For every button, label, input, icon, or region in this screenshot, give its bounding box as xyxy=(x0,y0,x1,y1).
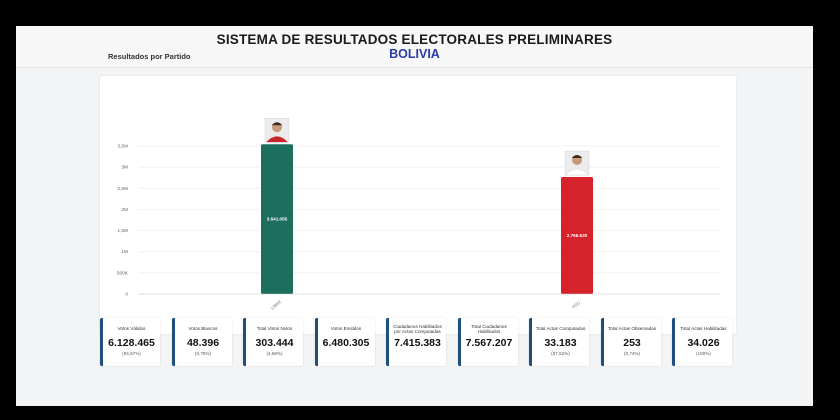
stat-card: Ciudadanos Habilitados por Actas Computa… xyxy=(386,318,446,366)
stat-percentage: (4,68%) xyxy=(266,351,283,356)
y-tick-label: 1M xyxy=(121,249,128,255)
stat-percentage: (100%) xyxy=(696,351,711,356)
stat-label: Total Ciudadanos Habilitados xyxy=(471,323,507,334)
stat-value: 6.480.305 xyxy=(322,337,370,349)
stat-percentage: (97,52%) xyxy=(551,351,570,356)
y-tick-label: 3M xyxy=(121,165,128,171)
stat-card: Votos Válidos 6.128.465 (94,57%) xyxy=(100,318,160,366)
x-tick-label: LIBRE xyxy=(270,299,283,311)
y-tick-label: 1,5M xyxy=(117,228,128,234)
stat-value: 34.026 xyxy=(687,337,720,349)
stat-value: 7.567.207 xyxy=(465,337,513,349)
stat-percentage: (0,74%) xyxy=(623,351,641,356)
stat-label: Votos Emitidos xyxy=(330,326,362,332)
header: SISTEMA DE RESULTADOS ELECTORALES PRELIM… xyxy=(16,26,813,68)
stat-card: Total Ciudadanos Habilitados 7.567.207 xyxy=(457,318,518,366)
page-title: SISTEMA DE RESULTADOS ELECTORALES PRELIM… xyxy=(216,32,613,47)
stat-card: Total Actas Computadas 33.183 (97,52%) xyxy=(529,318,589,366)
stat-card: Total Actas Observadas 253 (0,74%) xyxy=(600,318,661,366)
stat-label: Total Actas Computadas xyxy=(535,326,586,332)
y-tick-label: 3,5M xyxy=(117,144,128,150)
stat-value: 7.415.383 xyxy=(394,337,441,349)
y-tick-label: 2M xyxy=(121,207,128,213)
x-tick-label: PDC xyxy=(571,300,581,310)
party-results-chart: 0 500K 1M 1,5M 2M 2,5M 3M 3,5M 3.541.055 LIBRE 2.7… xyxy=(117,118,720,311)
stat-label: Total Actas Observadas xyxy=(607,326,657,332)
stat-value: 253 xyxy=(623,337,641,349)
country-title: BOLIVIA xyxy=(389,47,440,61)
bar-value-label: 3.541.055 xyxy=(267,217,288,222)
section-title: Resultados por Partido xyxy=(108,52,191,61)
y-tick-label: 2,5M xyxy=(117,186,128,192)
candidate-hair-icon xyxy=(571,155,583,159)
stat-label: Total Actas Habilitadas xyxy=(680,326,727,332)
stat-value: 48.396 xyxy=(186,337,220,349)
stat-card: Votos Blancos 48.396 (0,75%) xyxy=(171,318,232,366)
stat-card: Total Actas Habilitadas 34.026 (100%) xyxy=(672,318,732,366)
results-screen: SISTEMA DE RESULTADOS ELECTORALES PRELIM… xyxy=(16,26,813,406)
stat-label: Ciudadanos Habilitados por Actas Computa… xyxy=(393,323,442,334)
y-tick-label: 0 xyxy=(125,292,128,298)
candidate-shirt-icon xyxy=(565,168,589,176)
stat-card: Total Votos Nulos 303.444 (4,68%) xyxy=(243,318,303,366)
stat-value: 303.444 xyxy=(255,337,294,349)
stat-value: 6.128.465 xyxy=(108,337,155,349)
candidate-shirt-icon xyxy=(265,136,289,143)
chart-card: 0 500K 1M 1,5M 2M 2,5M 3M 3,5M 3.541.055 LIBRE 2.7… xyxy=(100,76,736,334)
bar-value-label: 2.766.530 xyxy=(567,233,588,238)
candidate-hair-icon xyxy=(271,122,283,126)
y-tick-label: 500K xyxy=(117,270,129,276)
stat-card: Votos Emitidos 6.480.305 xyxy=(314,318,375,366)
stat-value: 33.183 xyxy=(544,337,577,349)
stat-percentage: (94,57%) xyxy=(122,351,141,356)
stat-label: Total Votos Nulos xyxy=(256,326,293,332)
bar-libre xyxy=(261,144,293,294)
stat-percentage: (0,75%) xyxy=(194,351,212,356)
stat-label: Votos Válidos xyxy=(117,326,146,332)
stats-row: Votos Válidos 6.128.465 (94,57%) Votos Blan… xyxy=(100,318,736,368)
bar-pdc xyxy=(561,177,593,294)
stat-label: Votos Blancos xyxy=(188,326,218,332)
